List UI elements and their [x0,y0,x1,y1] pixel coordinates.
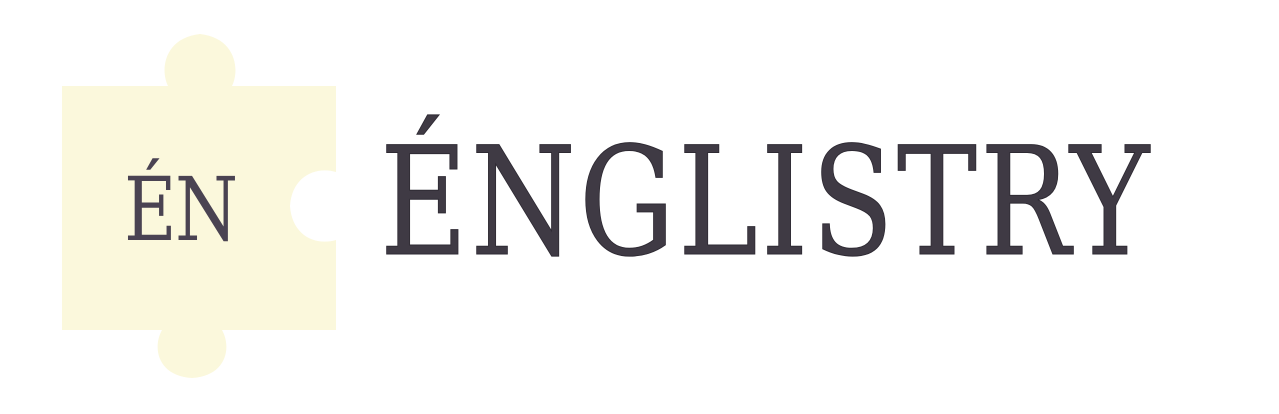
puzzle-piece-icon [62,34,336,378]
brand-wordmark: ÉNGLISTRY [380,116,1153,290]
puzzle-text: ÉN [124,158,238,261]
